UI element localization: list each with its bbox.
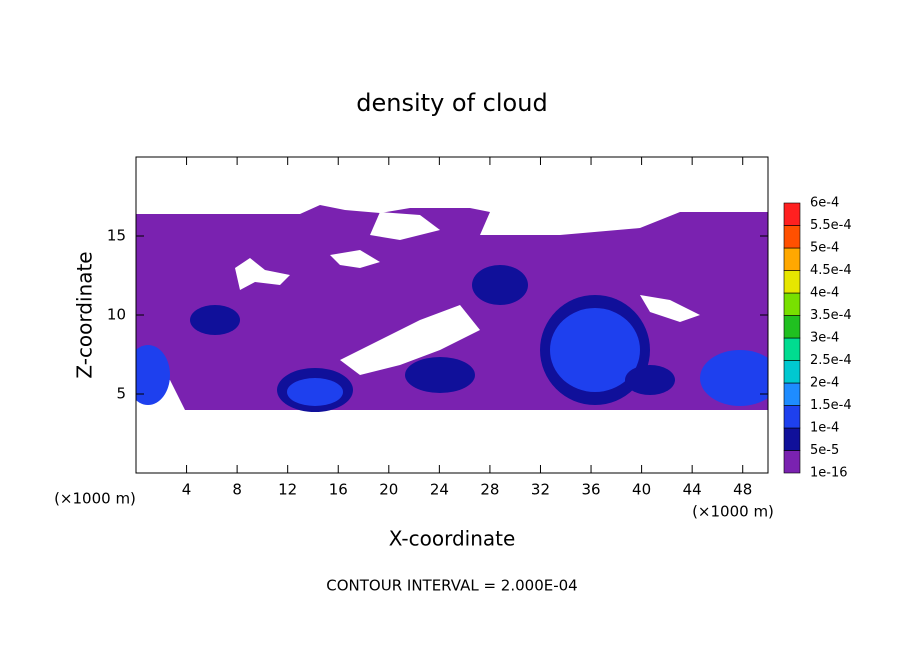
field-hole	[235, 258, 290, 290]
colorbar-box	[783, 247, 801, 271]
colorbar-label: 2e-4	[810, 376, 839, 391]
field-blob	[700, 350, 768, 406]
colorbar-label: 4e-4	[810, 286, 839, 301]
contour-field	[136, 205, 768, 412]
x-tick-label: 48	[733, 481, 752, 499]
colorbar-box	[783, 225, 801, 249]
colorbar-box	[783, 360, 801, 384]
x-tick-label: 4	[182, 481, 192, 499]
field-blob	[190, 305, 240, 335]
x-tick-label: 12	[278, 481, 297, 499]
colorbar-label: 5e-4	[810, 241, 839, 256]
colorbar-box	[783, 382, 801, 406]
x-axis-label: X-coordinate	[389, 527, 516, 551]
colorbar-label: 3.5e-4	[810, 308, 852, 323]
colorbar-box	[783, 202, 801, 226]
field-hole	[340, 305, 480, 375]
field-blob	[625, 365, 675, 395]
colorbar-box	[783, 405, 801, 429]
colorbar-label: 6e-4	[810, 196, 839, 211]
field-blob	[136, 345, 170, 405]
y-tick-label: 5	[116, 385, 126, 403]
colorbar-box	[783, 315, 801, 339]
chart-title: density of cloud	[356, 89, 547, 117]
x-tick-label: 24	[430, 481, 449, 499]
colorbar-label: 2.5e-4	[810, 353, 852, 368]
x-tick-label: 32	[531, 481, 550, 499]
colorbar-label: 4.5e-4	[810, 263, 852, 278]
field-blob	[550, 308, 640, 392]
colorbar-label: 3e-4	[810, 331, 839, 346]
field-hole	[330, 250, 380, 268]
colorbar-label: 1e-4	[810, 421, 839, 436]
field-blob	[287, 378, 343, 406]
field-blob	[405, 357, 475, 393]
colorbar-label: 1e-16	[810, 466, 848, 481]
field-blob	[472, 265, 528, 305]
x-tick-label: 40	[632, 481, 651, 499]
x-tick-label: 16	[329, 481, 348, 499]
colorbar-box	[783, 427, 801, 451]
field-hole	[640, 295, 700, 322]
y-tick-label: 15	[107, 227, 126, 245]
colorbar-label: 1.5e-4	[810, 398, 852, 413]
x-tick-label: 8	[232, 481, 242, 499]
x-unit-label: (×1000 m)	[54, 490, 136, 508]
colorbar-box	[783, 337, 801, 361]
x-tick-label: 28	[480, 481, 499, 499]
colorbar-box	[783, 292, 801, 316]
x-tick-label: 36	[581, 481, 600, 499]
x-tick-label: 44	[683, 481, 702, 499]
y-axis-label: Z-coordinate	[73, 251, 97, 378]
colorbar-box	[783, 270, 801, 294]
y-tick-label: 10	[107, 306, 126, 324]
x-unit-label: (×1000 m)	[692, 503, 774, 521]
footer: CONTOUR INTERVAL = 2.000E-04	[326, 577, 577, 595]
colorbar-box	[783, 450, 801, 474]
x-tick-label: 20	[379, 481, 398, 499]
colorbar-label: 5e-5	[810, 443, 839, 458]
colorbar-label: 5.5e-4	[810, 218, 852, 233]
field-hole	[370, 212, 440, 240]
